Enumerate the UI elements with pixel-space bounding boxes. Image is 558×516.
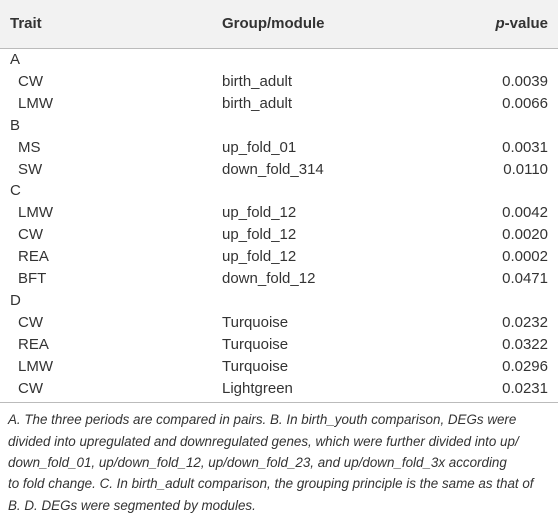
header-cell: p-value xyxy=(495,14,548,34)
group-cell: Turquoise xyxy=(222,313,289,331)
table-bottom-rule xyxy=(0,402,558,404)
pvalue-cell: 0.0322 xyxy=(502,335,548,353)
trait-cell: LMW xyxy=(18,204,53,222)
trait-cell: CW xyxy=(18,313,43,331)
footnote-line: B. D. DEGs were segmented by modules. xyxy=(8,497,256,513)
pvalue-cell: 0.0231 xyxy=(502,379,548,397)
group-cell: up_fold_12 xyxy=(222,248,297,266)
pvalue-cell: 0.0232 xyxy=(502,313,548,331)
header-row xyxy=(0,0,558,49)
trait-cell: SW xyxy=(18,160,43,178)
pvalue-cell: 0.0471 xyxy=(502,270,548,287)
group-cell: Lightgreen xyxy=(222,379,293,397)
group-cell: up_fold_12 xyxy=(222,204,297,222)
trait-cell: MS xyxy=(18,138,41,156)
pvalue-cell: 0.0042 xyxy=(502,204,548,222)
pvalue-cell: 0.0296 xyxy=(502,357,548,375)
group-cell: birth_adult xyxy=(222,94,293,112)
group-cell: birth_adult xyxy=(222,72,293,90)
group-cell: up_fold_12 xyxy=(222,226,297,244)
pvalue-cell: 0.0020 xyxy=(502,226,548,244)
trait-cell: CW xyxy=(18,226,43,244)
section-label: B xyxy=(10,116,21,134)
footnote-line: down_fold_01, up/down_fold_12, up/down_f… xyxy=(8,455,507,470)
trait-cell: REA xyxy=(18,248,49,266)
section-label: D xyxy=(10,291,21,309)
trait-cell: LMW xyxy=(18,357,53,375)
header-cell: Trait xyxy=(10,15,42,32)
section-label: C xyxy=(10,182,21,200)
footnote-line: to fold change. C. In birth_adult compar… xyxy=(8,476,534,492)
section-label: A xyxy=(10,51,21,68)
trait-cell: CW xyxy=(18,379,43,397)
header-italic: p xyxy=(495,15,505,32)
footnote-line: divided into upregulated and downregulat… xyxy=(8,433,519,449)
trait-cell: LMW xyxy=(18,94,53,112)
group-cell: down_fold_314 xyxy=(222,160,324,178)
pvalue-cell: 0.0031 xyxy=(502,138,548,156)
group-cell: Turquoise xyxy=(222,335,289,353)
group-cell: Turquoise xyxy=(222,357,289,375)
header-cell: Group/module xyxy=(222,15,325,32)
trait-cell: CW xyxy=(18,72,43,90)
group-cell: up_fold_01 xyxy=(222,138,297,156)
trait-cell: REA xyxy=(18,335,49,353)
header-text: -value xyxy=(504,15,548,32)
footnote-line: A. The three periods are compared in pai… xyxy=(8,412,517,428)
pvalue-cell: 0.0110 xyxy=(503,160,548,178)
pvalue-cell: 0.0039 xyxy=(502,72,548,90)
pvalue-cell: 0.0066 xyxy=(502,94,548,112)
trait-cell: BFT xyxy=(18,270,47,287)
group-cell: down_fold_12 xyxy=(222,270,316,287)
pvalue-cell: 0.0002 xyxy=(502,248,548,266)
